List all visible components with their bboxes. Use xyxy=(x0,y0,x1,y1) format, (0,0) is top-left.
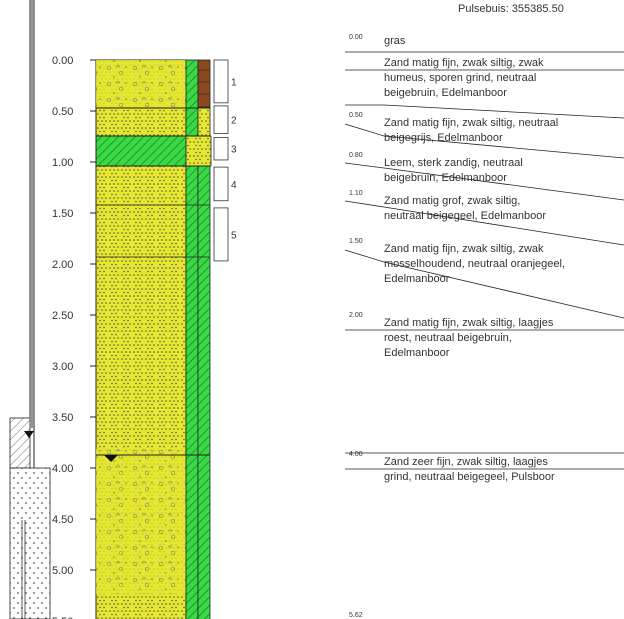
layer-description-line: Zand matig fijn, zwak siltig, laagjes xyxy=(384,317,554,329)
layer-description-line: Edelmanboor xyxy=(384,347,450,359)
layer-connector xyxy=(344,249,385,263)
layer-description-line: Zand matig grof, zwak siltig, xyxy=(384,195,520,207)
layer-depth-label: 0.00 xyxy=(349,34,363,41)
depth-tick-label: 4.50 xyxy=(52,514,73,526)
depth-tick-label: 2.00 xyxy=(52,259,73,271)
depth-tick-label: 3.00 xyxy=(52,361,73,373)
depth-tick-label: 0.00 xyxy=(52,55,73,67)
layer-description-line: gras xyxy=(384,35,406,47)
layer-description-line: Edelmanboor xyxy=(384,273,450,285)
depth-axis-ticks: 0.00 0.50 1.00 1.50 2.00 2.50 3.00 3.50 4.00 4.50… xyxy=(52,55,100,619)
depth-tick-label: 2.50 xyxy=(52,310,73,322)
layer-description-line: beigebruin, Edelmanboor xyxy=(384,172,507,184)
sample-label: 5 xyxy=(231,230,237,241)
end-depth-label: 5.62 xyxy=(349,612,363,619)
sample-box xyxy=(213,207,229,262)
sample-box xyxy=(213,137,229,161)
layer-connector xyxy=(383,104,624,119)
layer-connector xyxy=(383,135,624,159)
layer-connector xyxy=(383,206,624,246)
well-construction xyxy=(9,0,51,619)
layer-description-line: mosselhoudend, neutraal oranjegeel, xyxy=(384,258,565,270)
sample-box xyxy=(213,166,229,202)
layer-connector xyxy=(383,261,624,319)
depth-tick-label: 1.00 xyxy=(52,157,73,169)
layer-connector xyxy=(344,200,385,208)
depth-tick-label: 1.50 xyxy=(52,208,73,220)
layer-description-line: beigebruin, Edelmanboor xyxy=(384,87,507,99)
layer-depth-label: 1.50 xyxy=(349,238,363,245)
layer-description-line: Leem, sterk zandig, neutraal xyxy=(384,157,523,169)
header-text: Pulsebuis: 355385.50 xyxy=(458,3,564,15)
layer-connector xyxy=(344,162,385,169)
layer-description-line: grind, neutraal beigegeel, Pulsboor xyxy=(384,471,555,483)
layer-depth-label: 0.80 xyxy=(349,152,363,159)
layer-depth-label: 0.50 xyxy=(349,112,363,119)
sample-boxes: 1 2 3 4 5 xyxy=(213,59,237,262)
depth-tick-label: 3.50 xyxy=(52,412,73,424)
depth-tick-label: 5.50 xyxy=(52,616,73,619)
layer-depth-label: 2.00 xyxy=(349,312,363,319)
layer-description-line: neutraal beigegeel, Edelmanboor xyxy=(384,210,546,222)
depth-tick-label: 0.50 xyxy=(52,106,73,118)
sample-label: 3 xyxy=(231,145,237,156)
layer-depth-label: 1.10 xyxy=(349,190,363,197)
layer-depth-label: 4.00 xyxy=(349,451,363,458)
layer-description-line: Zand matig fijn, zwak siltig, neutraal xyxy=(384,117,558,129)
depth-tick-label: 5.00 xyxy=(52,565,73,577)
layer-description-line: Zand zeer fijn, zwak siltig, laagjes xyxy=(384,456,548,468)
layer-description-line: Zand matig fijn, zwak siltig, zwak xyxy=(384,243,544,255)
sample-label: 4 xyxy=(231,180,237,191)
layer-description-line: humeus, sporen grind, neutraal xyxy=(384,72,536,84)
layer-description-line: roest, neutraal beigebruin, xyxy=(384,332,512,344)
sample-label: 1 xyxy=(231,77,237,88)
layer-connector xyxy=(383,167,624,201)
layer-descriptions: 0.00 gras Zand matig fijn, zwak siltig, zw… xyxy=(344,34,624,483)
layer-connector xyxy=(344,123,385,137)
sample-box xyxy=(213,59,229,104)
layer-description-line: beigegrijs, Edelmanboor xyxy=(384,132,503,144)
depth-tick-label: 4.00 xyxy=(52,463,73,475)
sample-label: 2 xyxy=(231,116,237,127)
soil-column xyxy=(95,59,212,619)
layer-description-line: Zand matig fijn, zwak siltig, zwak xyxy=(384,57,544,69)
sample-box xyxy=(213,105,229,134)
